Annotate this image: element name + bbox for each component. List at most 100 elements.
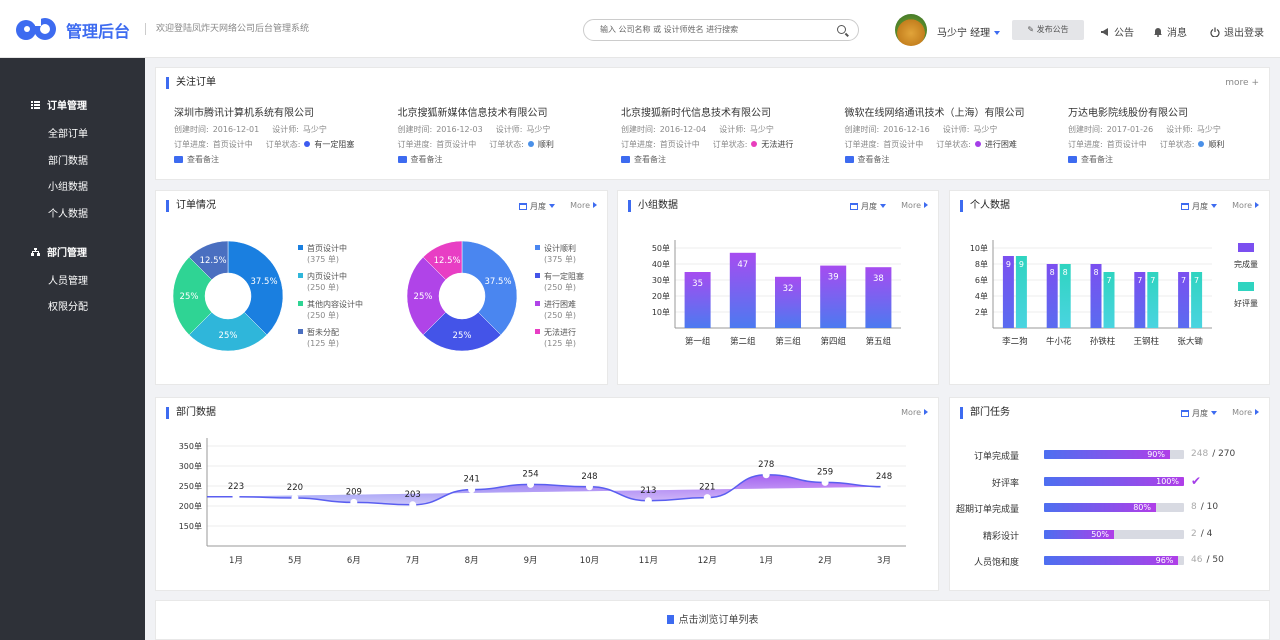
bar[interactable] [1103,272,1115,328]
order-company[interactable]: 北京搜狐新媒体信息技术有限公司 [397,108,548,119]
legend-item: 首页设计中 (375 单) [298,243,363,265]
sidebar-item-staff[interactable]: 人员管理 [48,276,88,287]
x-tick-label: 1月 [759,556,773,566]
order-company[interactable]: 微软在线网络通讯技术（上海）有限公司 [844,108,1025,119]
month-select[interactable]: 月度 [1181,201,1217,212]
order-company[interactable]: 万达电影院线股份有限公司 [1068,108,1188,119]
announcement-link[interactable]: 公告 [1100,24,1134,39]
sidebar-section-orders[interactable]: 订单管理 [31,97,87,112]
created-value: 2016-12-04 [659,125,707,134]
pie-slice[interactable] [422,240,463,281]
user-menu[interactable]: 马少宁 经理 [937,24,1001,39]
data-point[interactable] [291,494,299,502]
bar-value-label: 7 [1181,276,1186,285]
data-point[interactable] [821,478,829,486]
more-link[interactable]: More [1232,408,1259,417]
order-item[interactable]: 北京搜狐新时代信息技术有限公司 创建时间: 2016-12-04 设计师: 马少宁 订单进… [621,104,831,165]
point-value-label: 278 [758,460,774,470]
more-link[interactable]: More [1232,201,1259,210]
point-value-label: 209 [346,487,362,497]
sidebar-item-all-orders[interactable]: 全部订单 [48,129,88,140]
more-link[interactable]: More [901,408,928,417]
legend-label: 无法进行 [544,328,576,337]
order-item[interactable]: 万达电影院线股份有限公司 创建时间: 2017-01-26 设计师: 马少宁 订单进度: 首… [1068,104,1278,165]
task-done: 248 [1191,449,1209,459]
chevron-down-icon [549,204,555,208]
view-note-link[interactable]: 查看备注 [397,154,608,165]
bar[interactable] [1002,256,1014,328]
avatar[interactable] [895,14,927,46]
bar[interactable] [1046,264,1058,328]
bar[interactable] [1147,272,1159,328]
bar[interactable] [1059,264,1071,328]
more-link[interactable]: More [570,201,597,210]
data-point[interactable] [644,497,652,505]
pie-slice[interactable] [461,240,518,336]
legend-count: (125 单) [544,339,577,348]
data-point[interactable] [585,483,593,491]
bar[interactable] [1015,256,1027,328]
data-point[interactable] [409,501,417,509]
messages-link[interactable]: 消息 [1153,24,1187,39]
comment-icon [844,156,854,163]
data-point[interactable] [703,494,711,502]
data-point[interactable] [527,480,535,488]
legend-label: 进行困难 [544,300,576,309]
bar[interactable] [775,276,801,328]
bar[interactable] [1178,272,1190,328]
bar[interactable] [1134,272,1146,328]
data-point[interactable] [350,498,358,506]
order-item[interactable]: 北京搜狐新媒体信息技术有限公司 创建时间: 2016-12-03 设计师: 马少宁 订单进… [397,104,608,165]
order-company[interactable]: 深圳市腾讯计算机系统有限公司 [174,108,314,119]
data-point[interactable] [468,486,476,494]
search-input[interactable]: 输入 公司名称 或 设计师姓名 进行搜索 [583,19,859,41]
y-tick-label: 40单 [652,259,670,269]
data-point[interactable] [762,471,770,479]
pie-slice[interactable] [227,240,284,336]
more-label: More [901,201,921,210]
bar[interactable] [684,272,711,328]
sidebar-item-personal-data[interactable]: 个人数据 [48,209,88,220]
view-note-link[interactable]: 查看备注 [174,154,384,165]
pie-slice-label: 37.5% [485,277,512,287]
bar[interactable] [1191,272,1203,328]
more-link[interactable]: more + [1225,78,1259,88]
order-designer: 设计师: 马少宁 [1166,125,1221,134]
view-note-link[interactable]: 查看备注 [621,154,831,165]
logout-link[interactable]: 退出登录 [1210,24,1264,39]
search-icon[interactable] [837,25,846,34]
pie-slice[interactable] [188,240,229,281]
bar[interactable] [729,252,756,328]
view-note-link[interactable]: 查看备注 [1068,154,1278,165]
order-status: 订单状态: 无法进行 [713,140,794,149]
data-point[interactable] [880,483,888,491]
month-select[interactable]: 月度 [519,201,555,212]
chevron-down-icon [994,31,1001,35]
view-note-link[interactable]: 查看备注 [844,154,1055,165]
order-company[interactable]: 北京搜狐新时代信息技术有限公司 [621,108,771,119]
legend-label: 设计顺利 [544,244,576,253]
bar-value-label: 7 [1150,276,1155,285]
bar[interactable] [820,265,847,328]
data-point[interactable] [232,493,240,501]
sidebar-item-group-data[interactable]: 小组数据 [48,182,88,193]
bar[interactable] [865,267,892,328]
month-select[interactable]: 月度 [850,201,886,212]
legend-item: 进行困难 (250 单) [535,299,584,321]
sidebar-item-dept-data[interactable]: 部门数据 [48,156,88,167]
y-tick-label: 300单 [179,461,202,471]
welcome-text: 欢迎登陆凤炸天网络公司后台管理系统 [145,23,309,35]
publish-announcement-button[interactable]: ✎ 发布公告 [1012,20,1084,40]
task-row: 订单完成量 90% 248/ 270 [950,448,1260,462]
month-select[interactable]: 月度 [1181,408,1217,419]
order-item[interactable]: 深圳市腾讯计算机系统有限公司 创建时间: 2016-12-01 设计师: 马少宁 订单进度… [174,104,384,165]
bar[interactable] [1090,264,1102,328]
sidebar-item-permissions[interactable]: 权限分配 [48,302,88,313]
sidebar-section-dept[interactable]: 部门管理 [31,244,87,259]
task-progress-bar: 50% [1044,529,1184,539]
legend-label: 好评量 [1234,298,1258,308]
card-title: 个人数据 [960,200,1010,212]
browse-orders-link[interactable]: 点击浏览订单列表 [155,600,1270,640]
order-item[interactable]: 微软在线网络通讯技术（上海）有限公司 创建时间: 2016-12-16 设计师: 马少宁… [844,104,1055,165]
more-link[interactable]: More [901,201,928,210]
